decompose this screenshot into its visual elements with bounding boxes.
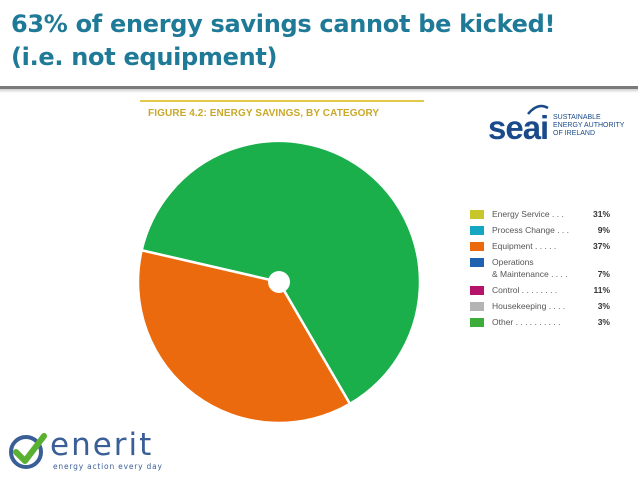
legend-label: Other . . . . . . . . . . bbox=[492, 317, 561, 327]
enerit-logo: enerit energy action every day bbox=[6, 427, 162, 476]
legend-value: 7% bbox=[597, 269, 610, 279]
legend-item-operations: Operations & Maintenance . . . . 7% bbox=[470, 257, 610, 279]
legend-value: 9% bbox=[597, 225, 610, 235]
legend-item-other: Other . . . . . . . . . . 3% bbox=[470, 317, 610, 329]
legend-swatch bbox=[470, 286, 484, 295]
enerit-logo-word: enerit bbox=[50, 427, 154, 463]
seai-logo-line3: OF IRELAND bbox=[553, 130, 596, 137]
figure-accent-bar bbox=[140, 100, 424, 102]
legend-label: Control . . . . . . . . bbox=[492, 285, 558, 295]
legend-label: Operations bbox=[492, 257, 534, 267]
legend-swatch bbox=[470, 258, 484, 267]
legend-label: Equipment . . . . . bbox=[492, 241, 557, 251]
title-divider-shadow bbox=[0, 89, 638, 93]
legend-item-housekeeping: Housekeeping . . . . 3% bbox=[470, 301, 610, 313]
seai-logo-line2: ENERGY AUTHORITY bbox=[553, 122, 625, 129]
legend-swatch bbox=[470, 210, 484, 219]
legend-label: Housekeeping . . . . bbox=[492, 301, 566, 311]
seai-logo-wave-icon bbox=[527, 104, 549, 115]
legend-value: 31% bbox=[592, 209, 610, 219]
pie-slice-equipment bbox=[136, 248, 352, 425]
seai-logo-subtitle: SUSTAINABLE ENERGY AUTHORITY OF IRELAND bbox=[553, 114, 633, 138]
seai-logo-line1: SUSTAINABLE bbox=[553, 114, 601, 121]
seai-logo-word: seai bbox=[488, 109, 549, 146]
legend-label: Process Change . . . bbox=[492, 225, 570, 235]
legend-item-process-change: Process Change . . . 9% bbox=[470, 225, 610, 237]
checkmark-circle-icon bbox=[9, 433, 47, 469]
legend-swatch bbox=[470, 226, 484, 235]
figure-title: FIGURE 4.2: ENERGY SAVINGS, BY CATEGORY bbox=[148, 108, 380, 119]
legend-item-energy-service: Energy Service . . . 31% bbox=[470, 209, 610, 221]
title-divider bbox=[0, 86, 638, 89]
legend-value: 3% bbox=[597, 301, 610, 311]
legend-label-continued: & Maintenance . . . . bbox=[492, 269, 568, 279]
slide-title-line1: 63% of energy savings cannot be kicked! bbox=[11, 10, 556, 38]
legend-value: 3% bbox=[597, 317, 610, 327]
legend-label: Energy Service . . . bbox=[492, 209, 564, 219]
legend-value: 37% bbox=[592, 241, 610, 251]
legend-swatch bbox=[470, 302, 484, 311]
legend-value: 11% bbox=[593, 285, 610, 295]
slide-title-line2: (i.e. not equipment) bbox=[11, 43, 278, 71]
slide-title: 63% of energy savings cannot be kicked! … bbox=[11, 8, 555, 74]
legend-item-control: Control . . . . . . . . 11% bbox=[470, 285, 610, 297]
seai-logo: seai SUSTAINABLE ENERGY AUTHORITY OF IRE… bbox=[488, 104, 634, 154]
legend-swatch bbox=[470, 242, 484, 251]
legend-swatch bbox=[470, 318, 484, 327]
enerit-logo-tagline: energy action every day bbox=[53, 462, 163, 471]
pie-center-hole bbox=[268, 271, 290, 293]
legend-item-equipment: Equipment . . . . . 37% bbox=[470, 241, 610, 253]
